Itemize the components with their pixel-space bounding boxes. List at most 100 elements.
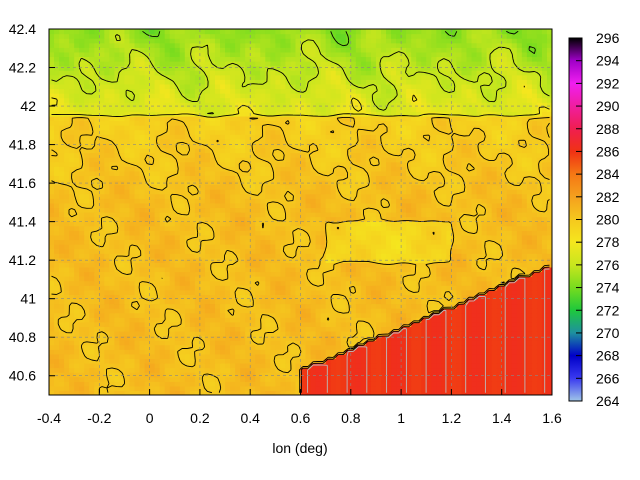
heatmap-cell xyxy=(164,166,171,172)
heatmap-cell xyxy=(235,248,241,254)
heatmap-cell xyxy=(199,390,206,395)
heatmap-cell xyxy=(511,362,518,369)
heatmap-cell xyxy=(79,358,85,364)
heatmap-cell xyxy=(245,276,251,282)
heatmap-cell xyxy=(119,212,126,218)
heatmap-cell xyxy=(386,362,392,369)
heatmap-cell xyxy=(84,289,90,295)
heatmap-cell xyxy=(154,189,161,195)
heatmap-cell xyxy=(441,276,447,282)
heatmap-cell xyxy=(305,234,312,241)
heatmap-cell xyxy=(79,271,85,277)
heatmap-cell xyxy=(179,280,186,286)
heatmap-cell xyxy=(230,308,236,314)
heatmap-cell xyxy=(365,166,372,172)
heatmap-cell xyxy=(546,376,552,382)
heatmap-cell xyxy=(64,266,70,273)
heatmap-cell xyxy=(129,271,136,277)
heatmap-cell xyxy=(240,170,246,176)
heatmap-cell xyxy=(526,212,533,218)
heatmap-cell xyxy=(461,166,468,172)
heatmap-cell xyxy=(74,326,80,332)
heatmap-cell xyxy=(335,202,342,209)
heatmap-cell xyxy=(411,244,417,250)
heatmap-cell xyxy=(114,207,121,213)
heatmap-cell xyxy=(516,340,523,346)
heatmap-cell xyxy=(340,335,347,341)
heatmap-cell xyxy=(406,372,412,378)
heatmap-cell xyxy=(204,189,211,195)
heatmap-cell xyxy=(375,294,382,300)
heatmap-cell xyxy=(220,198,226,204)
heatmap-cell xyxy=(149,317,156,323)
heatmap-cell xyxy=(209,175,216,181)
heatmap-cell xyxy=(255,216,261,222)
heatmap-cell xyxy=(134,367,141,373)
heatmap-cell xyxy=(531,221,538,227)
heatmap-cell xyxy=(330,193,337,199)
heatmap-cell xyxy=(536,326,543,332)
heatmap-cell xyxy=(436,244,442,250)
heatmap-cell xyxy=(99,175,105,181)
heatmap-cell xyxy=(199,198,206,204)
heatmap-cell xyxy=(436,326,442,332)
heatmap-cell xyxy=(94,166,100,172)
heatmap-cell xyxy=(119,175,126,181)
heatmap-cell xyxy=(350,179,357,186)
heatmap-cell xyxy=(255,189,261,195)
heatmap-cell xyxy=(375,385,382,392)
heatmap-cell xyxy=(144,239,151,245)
heatmap-cell xyxy=(139,216,146,222)
heatmap-cell xyxy=(386,230,392,236)
heatmap-cell xyxy=(446,253,452,259)
heatmap-cell xyxy=(255,253,261,259)
heatmap-cell xyxy=(436,362,442,369)
heatmap-cell xyxy=(411,381,417,387)
heatmap-cell xyxy=(471,317,478,323)
heatmap-cell xyxy=(235,317,241,323)
heatmap-cell xyxy=(421,175,427,181)
heatmap-cell xyxy=(491,230,498,236)
heatmap-cell xyxy=(174,216,181,222)
heatmap-cell xyxy=(456,372,463,378)
heatmap-cell xyxy=(421,207,427,213)
heatmap-cell xyxy=(541,216,548,222)
heatmap-cell xyxy=(411,239,417,245)
heatmap-cell xyxy=(245,349,251,355)
heatmap-cell xyxy=(144,353,151,359)
heatmap-cell xyxy=(546,367,552,373)
heatmap-cell xyxy=(315,321,322,327)
heatmap-cell xyxy=(406,221,412,227)
heatmap-cell xyxy=(300,221,307,227)
heatmap-cell xyxy=(280,212,287,218)
heatmap-cell xyxy=(104,276,110,282)
heatmap-cell xyxy=(365,179,372,186)
heatmap-cell xyxy=(159,285,166,291)
heatmap-cell xyxy=(59,280,65,286)
heatmap-cell xyxy=(486,289,493,295)
heatmap-cell xyxy=(109,321,115,327)
heatmap-cell xyxy=(129,198,136,204)
heatmap-cell xyxy=(325,212,332,218)
heatmap-cell xyxy=(365,289,372,295)
heatmap-cell xyxy=(380,189,387,195)
heatmap-cell xyxy=(240,207,246,213)
heatmap-cell xyxy=(285,381,292,387)
heatmap-cell xyxy=(164,253,171,259)
heatmap-cell xyxy=(225,266,231,273)
heatmap-cell xyxy=(320,298,327,305)
heatmap-cell xyxy=(129,294,136,300)
heatmap-cell xyxy=(139,298,146,305)
heatmap-cell xyxy=(109,298,115,305)
heatmap-cell xyxy=(546,326,552,332)
heatmap-cell xyxy=(255,266,261,273)
heatmap-cell xyxy=(89,312,95,318)
heatmap-cell xyxy=(446,179,452,186)
heatmap-cell xyxy=(441,179,447,186)
heatmap-cell xyxy=(114,308,121,314)
heatmap-cell xyxy=(265,289,271,295)
heatmap-cell xyxy=(194,344,201,350)
heatmap-cell xyxy=(174,198,181,204)
heatmap-cell xyxy=(375,340,382,346)
heatmap-cell xyxy=(330,330,337,337)
